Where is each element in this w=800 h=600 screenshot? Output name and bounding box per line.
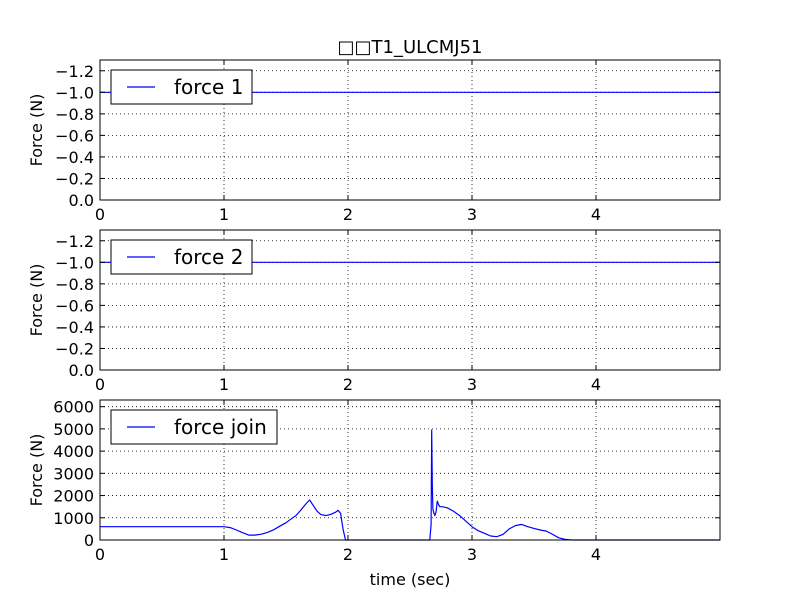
x-tick-label: 4	[591, 205, 601, 224]
legend-label: force join	[174, 415, 267, 439]
y-tick-label: −0.4	[55, 318, 94, 337]
y-tick-label: −0.2	[55, 339, 94, 358]
y-tick-label: −0.2	[55, 169, 94, 188]
y-tick-label: −1.2	[55, 232, 94, 251]
x-tick-label: 4	[591, 375, 601, 394]
legend: force 1	[110, 69, 253, 105]
y-tick-label: 0.0	[69, 361, 94, 380]
x-tick-label: 2	[343, 545, 353, 564]
chart-title: □□T1_ULCMJ51	[338, 37, 483, 58]
x-tick-label: 2	[343, 375, 353, 394]
y-tick-label: −0.4	[55, 148, 94, 167]
x-tick-label: 0	[95, 375, 105, 394]
subplot-2: 0 1 2 3 4 −1.2 −1.0 −0.8 −0.6 −0.4 −0.2 0.0 Force (N…	[27, 229, 721, 394]
y-tick-label: 3000	[53, 464, 94, 483]
axes-frame	[99, 399, 721, 541]
y-tick-label: 2000	[53, 487, 94, 506]
subplot-1: 0 1 2 3 4 −1.2 −1.0 −0.8 −0.6 −0.4 −0.2 0.0 Force (N…	[27, 37, 721, 224]
y-tick-label: 0	[84, 531, 94, 550]
y-tick-label: −1.0	[55, 83, 94, 102]
x-tick-label: 3	[467, 545, 477, 564]
y-axis-label: Force (N)	[27, 434, 46, 507]
y-tick-label: −0.6	[55, 296, 94, 315]
x-tick-label: 0	[95, 205, 105, 224]
axes-frame	[99, 59, 721, 201]
x-tick-label: 2	[343, 205, 353, 224]
y-tick-label: −0.8	[55, 105, 94, 124]
y-tick-label: −1.2	[55, 62, 94, 81]
x-tick-label: 4	[591, 545, 601, 564]
y-tick-label: 1000	[53, 509, 94, 528]
x-tick-label: 0	[95, 545, 105, 564]
y-tick-label: 5000	[53, 420, 94, 439]
series-line-force-join	[100, 429, 720, 541]
y-axis-label: Force (N)	[27, 264, 46, 337]
axes-frame	[99, 229, 721, 371]
y-tick-label: −1.0	[55, 253, 94, 272]
x-tick-label: 1	[219, 205, 229, 224]
y-tick-label: 6000	[53, 398, 94, 417]
legend: force join	[110, 409, 278, 445]
x-tick-label: 3	[467, 205, 477, 224]
legend-label: force 2	[174, 245, 243, 269]
x-tick-label: 3	[467, 375, 477, 394]
x-axis-label: time (sec)	[370, 570, 451, 589]
y-tick-label: 4000	[53, 442, 94, 461]
y-axis-label: Force (N)	[27, 94, 46, 167]
x-tick-label: 1	[219, 545, 229, 564]
legend: force 2	[110, 239, 253, 275]
y-tick-label: −0.8	[55, 275, 94, 294]
x-tick-label: 1	[219, 375, 229, 394]
y-tick-label: 0.0	[69, 191, 94, 210]
legend-label: force 1	[174, 75, 243, 99]
y-tick-label: −0.6	[55, 126, 94, 145]
